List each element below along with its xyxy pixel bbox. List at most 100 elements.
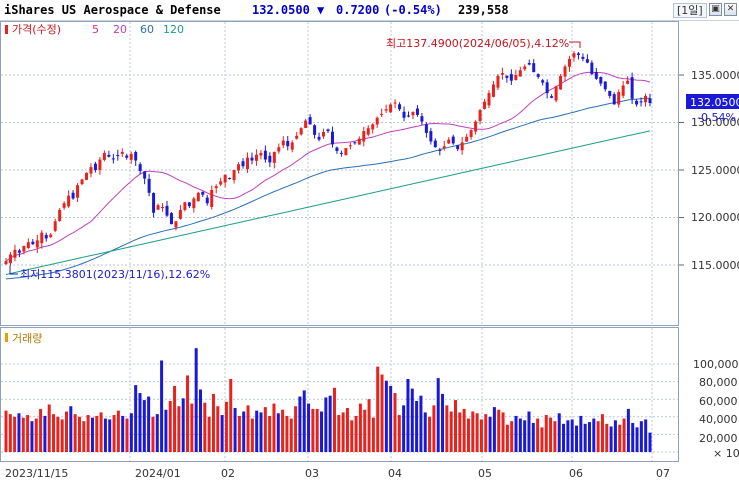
candle-body [568, 58, 571, 67]
volume-bar [587, 422, 591, 452]
volume-bar [514, 415, 518, 452]
volume-bar [194, 348, 198, 452]
volume-bar [138, 393, 142, 452]
candle-body [205, 197, 209, 204]
close-button[interactable]: ✕ [724, 3, 737, 16]
volume-bar [484, 414, 488, 452]
candle-body [630, 77, 634, 99]
candle-body [509, 74, 513, 81]
volume-bar [393, 393, 397, 452]
volume-bar [289, 418, 293, 452]
candle-body [474, 121, 478, 132]
candle-body [125, 155, 129, 158]
candle-body [192, 198, 196, 209]
volume-bar [600, 414, 604, 452]
y-tick-125: 125.0000 [691, 164, 739, 177]
volume-bar [341, 412, 345, 452]
ma120-legend: 120 [163, 23, 184, 36]
volume-bar [160, 360, 164, 452]
candle-body [344, 148, 348, 156]
candle-body [116, 155, 120, 157]
candle-body [295, 135, 299, 139]
candle-body [469, 130, 473, 138]
candle-body [496, 75, 500, 88]
volume-bar [220, 415, 224, 452]
high-annotation-pointer [569, 41, 581, 48]
ma120-line [5, 130, 651, 275]
volume-bar [376, 366, 380, 452]
candle-body [429, 131, 433, 142]
price-change-pct: (-0.54%) [384, 3, 442, 17]
candle-body [451, 136, 455, 144]
candle-body [196, 192, 200, 202]
candle-body [393, 102, 397, 104]
volume-bar [592, 418, 596, 452]
volume-bar [302, 390, 306, 452]
volume-bar [43, 415, 47, 452]
volume-bar [125, 418, 129, 452]
candle-body [460, 142, 464, 151]
candle-body [259, 152, 263, 156]
candle-body [554, 86, 558, 101]
candle-body [44, 235, 48, 239]
candle-body [13, 249, 17, 258]
candle-body [505, 75, 509, 78]
candle-body [621, 85, 625, 96]
x-label-may: 05 [478, 467, 492, 480]
volume-bar [259, 412, 263, 452]
high-annotation: 최고137.4900(2024/06/05),4.12% [386, 37, 569, 50]
volume-bar [315, 408, 319, 452]
candle-body [98, 159, 102, 171]
candle-body [107, 154, 111, 157]
volume-bar [121, 415, 125, 452]
candle-body [277, 147, 281, 152]
candle-body [93, 163, 97, 170]
candle-body [407, 115, 410, 117]
ma60-legend: 60 [140, 23, 154, 36]
volume-bar [354, 415, 358, 452]
candle-body [353, 142, 357, 144]
candle-body [590, 62, 594, 75]
volume-bar [406, 378, 410, 452]
timeframe-selector[interactable]: [1일] [673, 3, 707, 18]
maximize-button[interactable]: ▣ [709, 3, 722, 16]
x-label-feb: 02 [221, 467, 235, 480]
candle-body [433, 140, 437, 148]
volume-bar [142, 400, 146, 452]
instrument-name: iShares US Aerospace & Defense [4, 3, 221, 17]
candle-body [250, 157, 254, 161]
candle-body [536, 74, 540, 77]
volume-bar [233, 408, 237, 452]
candle-body [357, 138, 361, 145]
stock-chart[interactable]: 가격(수정) 5 20 60 120 거래량 최고137.4900(2024/0… [0, 20, 739, 481]
candle-body [465, 136, 469, 142]
volume-bar [237, 415, 241, 452]
candle-body [581, 56, 585, 59]
current-price: 132.0500 [252, 3, 310, 17]
volume-bar [613, 420, 617, 452]
volume-bar [527, 411, 531, 452]
volume-bar [86, 415, 90, 452]
x-label-start: 2023/11/15 [5, 467, 68, 480]
volume-bar [622, 418, 626, 452]
volume-bar [151, 416, 155, 452]
candle-body [317, 136, 321, 140]
current-change-tag-text: -0.54% [697, 111, 736, 124]
candle-body [366, 128, 370, 135]
volume-bar [17, 413, 21, 452]
candle-body [214, 186, 218, 189]
volume-bar-series [4, 348, 652, 452]
candle-body [156, 205, 160, 210]
candle-body [585, 59, 589, 63]
candle-body [138, 164, 142, 171]
volume-bar [371, 417, 375, 452]
volume-bar [311, 408, 315, 452]
volume-bar [428, 416, 432, 452]
candle-body [219, 181, 223, 185]
volume-bar [34, 418, 38, 452]
candle-body [514, 75, 518, 81]
volume-bar [605, 423, 609, 452]
volume-bar [52, 414, 56, 452]
candle-body [241, 161, 245, 167]
candle-body [380, 113, 384, 115]
